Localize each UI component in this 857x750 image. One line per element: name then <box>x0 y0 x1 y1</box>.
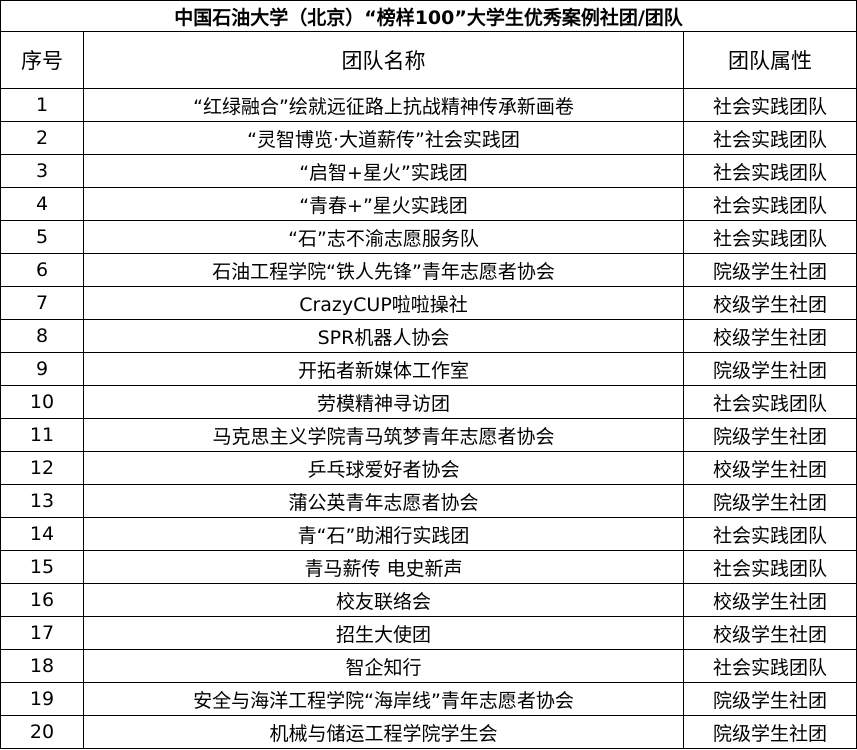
team-type: 校级学生社团 <box>683 583 857 617</box>
team-name: 开拓者新媒体工作室 <box>83 352 684 386</box>
team-name: “灵智博览·大道薪传”社会实践团 <box>83 121 684 155</box>
team-name: 安全与海洋工程学院“海岸线”青年志愿者协会 <box>83 682 684 716</box>
table-row: 12 乒乓球爱好者协会 校级学生社团 <box>0 451 857 485</box>
team-type: 社会实践团队 <box>683 88 857 122</box>
row-number: 3 <box>0 154 84 188</box>
table-title: 中国石油大学（北京）“榜样100”大学生优秀案例社团/团队 <box>0 0 857 32</box>
row-number: 9 <box>0 352 84 386</box>
row-number: 7 <box>0 286 84 320</box>
team-name: SPR机器人协会 <box>83 319 684 353</box>
row-number: 16 <box>0 583 84 617</box>
team-type: 院级学生社团 <box>683 484 857 518</box>
table-row: 10 劳模精神寻访团 社会实践团队 <box>0 385 857 419</box>
team-type: 校级学生社团 <box>683 286 857 320</box>
team-type: 社会实践团队 <box>683 649 857 683</box>
table-row: 15 青马薪传 电史新声 社会实践团队 <box>0 550 857 584</box>
table-row: 1 “红绿融合”绘就远征路上抗战精神传承新画卷 社会实践团队 <box>0 88 857 122</box>
team-type: 社会实践团队 <box>683 187 857 221</box>
team-name: 马克思主义学院青马筑梦青年志愿者协会 <box>83 418 684 452</box>
team-type: 社会实践团队 <box>683 121 857 155</box>
team-type: 社会实践团队 <box>683 517 857 551</box>
row-number: 10 <box>0 385 84 419</box>
team-type: 校级学生社团 <box>683 616 857 650</box>
team-name: 劳模精神寻访团 <box>83 385 684 419</box>
row-number: 11 <box>0 418 84 452</box>
team-type: 院级学生社团 <box>683 352 857 386</box>
team-type: 社会实践团队 <box>683 154 857 188</box>
team-name: “青春+”星火实践团 <box>83 187 684 221</box>
team-type: 社会实践团队 <box>683 550 857 584</box>
table-row: 8 SPR机器人协会 校级学生社团 <box>0 319 857 353</box>
table-row: 5 “石”志不渝志愿服务队 社会实践团队 <box>0 220 857 254</box>
table-row: 6 石油工程学院“铁人先锋”青年志愿者协会 院级学生社团 <box>0 253 857 287</box>
team-name: CrazyCUP啦啦操社 <box>83 286 684 320</box>
table-row: 14 青“石”助湘行实践团 社会实践团队 <box>0 517 857 551</box>
team-name: 校友联络会 <box>83 583 684 617</box>
row-number: 1 <box>0 88 84 122</box>
team-name: 机械与储运工程学院学生会 <box>83 715 684 749</box>
team-name: 蒲公英青年志愿者协会 <box>83 484 684 518</box>
row-number: 5 <box>0 220 84 254</box>
table-row: 16 校友联络会 校级学生社团 <box>0 583 857 617</box>
table-row: 4 “青春+”星火实践团 社会实践团队 <box>0 187 857 221</box>
row-number: 4 <box>0 187 84 221</box>
table-row: 17 招生大使团 校级学生社团 <box>0 616 857 650</box>
team-name: “红绿融合”绘就远征路上抗战精神传承新画卷 <box>83 88 684 122</box>
row-number: 18 <box>0 649 84 683</box>
table-row: 20 机械与储运工程学院学生会 院级学生社团 <box>0 715 857 749</box>
header-team-type: 团队属性 <box>683 31 857 89</box>
team-type: 校级学生社团 <box>683 319 857 353</box>
team-type: 校级学生社团 <box>683 451 857 485</box>
table-row: 19 安全与海洋工程学院“海岸线”青年志愿者协会 院级学生社团 <box>0 682 857 716</box>
team-name: 招生大使团 <box>83 616 684 650</box>
team-name: 智企知行 <box>83 649 684 683</box>
table-row: 13 蒲公英青年志愿者协会 院级学生社团 <box>0 484 857 518</box>
table-row: 2 “灵智博览·大道薪传”社会实践团 社会实践团队 <box>0 121 857 155</box>
row-number: 20 <box>0 715 84 749</box>
table-row: 3 “启智+星火”实践团 社会实践团队 <box>0 154 857 188</box>
row-number: 12 <box>0 451 84 485</box>
team-type: 社会实践团队 <box>683 220 857 254</box>
team-type: 院级学生社团 <box>683 715 857 749</box>
team-type: 社会实践团队 <box>683 385 857 419</box>
header-team-name: 团队名称 <box>83 31 684 89</box>
row-number: 8 <box>0 319 84 353</box>
row-number: 2 <box>0 121 84 155</box>
table-row: 9 开拓者新媒体工作室 院级学生社团 <box>0 352 857 386</box>
table-row: 11 马克思主义学院青马筑梦青年志愿者协会 院级学生社团 <box>0 418 857 452</box>
team-name: 乒乓球爱好者协会 <box>83 451 684 485</box>
team-type: 院级学生社团 <box>683 253 857 287</box>
table-row: 18 智企知行 社会实践团队 <box>0 649 857 683</box>
team-name: 青“石”助湘行实践团 <box>83 517 684 551</box>
team-type: 院级学生社团 <box>683 682 857 716</box>
team-name: “启智+星火”实践团 <box>83 154 684 188</box>
team-name: “石”志不渝志愿服务队 <box>83 220 684 254</box>
header-number: 序号 <box>0 31 84 89</box>
row-number: 13 <box>0 484 84 518</box>
team-name: 青马薪传 电史新声 <box>83 550 684 584</box>
table-row: 7 CrazyCUP啦啦操社 校级学生社团 <box>0 286 857 320</box>
row-number: 19 <box>0 682 84 716</box>
row-number: 17 <box>0 616 84 650</box>
row-number: 15 <box>0 550 84 584</box>
team-name: 石油工程学院“铁人先锋”青年志愿者协会 <box>83 253 684 287</box>
row-number: 14 <box>0 517 84 551</box>
team-type: 院级学生社团 <box>683 418 857 452</box>
row-number: 6 <box>0 253 84 287</box>
